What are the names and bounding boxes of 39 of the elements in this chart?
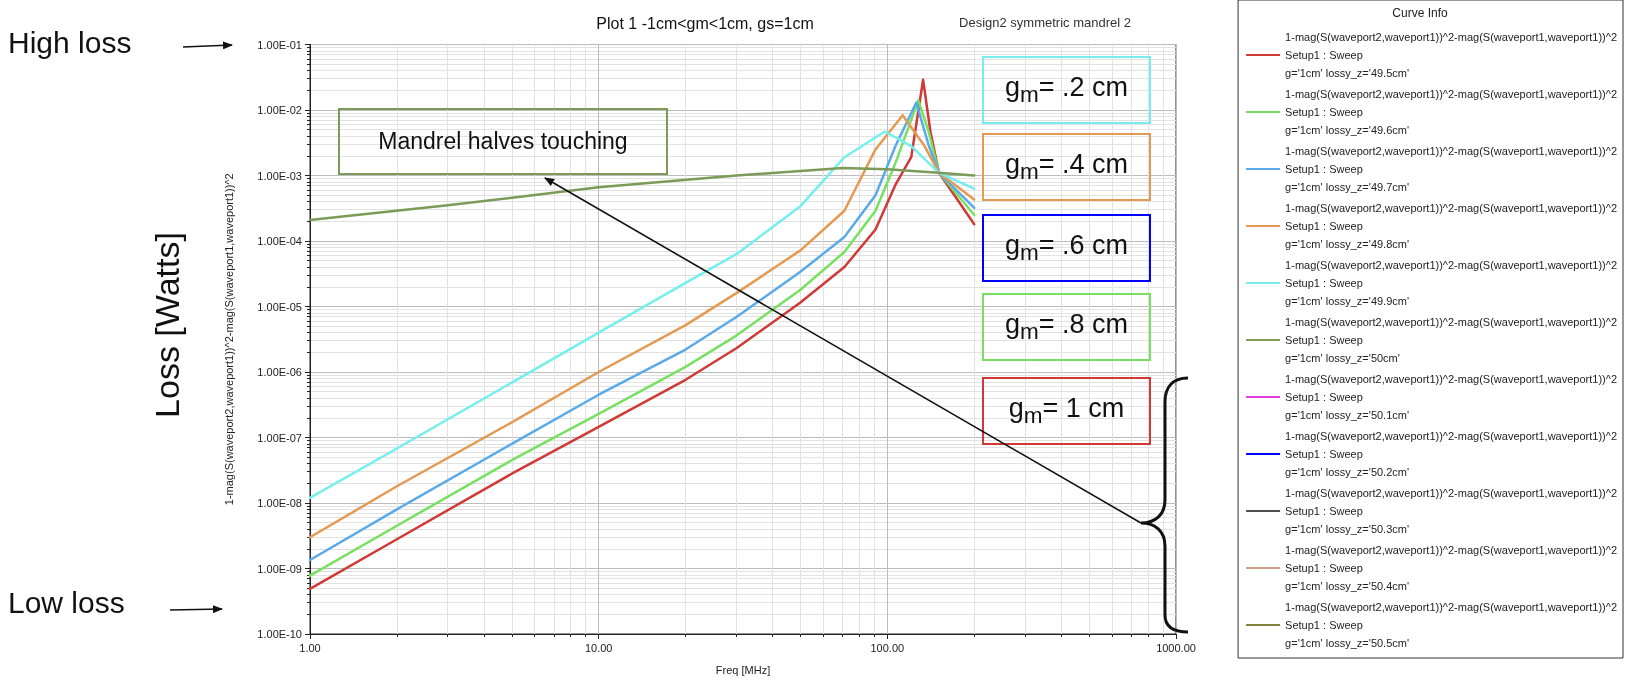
legend-label: 1-mag(S(waveport2,waveport1))^2-mag(S(waveport1,waveport1))^2 Setup1 : Sweep g='1cm' lossy_z='49.9cm' bbox=[1285, 259, 1618, 307]
legend-label: 1-mag(S(waveport2,waveport1))^2-mag(S(waveport1,waveport1))^2 Setup1 : Sweep g='1cm' lossy_z='50cm' bbox=[1285, 316, 1618, 364]
y-tick-label: 1.00E-08 bbox=[257, 497, 302, 509]
y-tick-label: 1.00E-07 bbox=[257, 431, 302, 444]
y-tick-label: 1.00E-10 bbox=[257, 628, 302, 640]
legend-title: Curve Info bbox=[1391, 6, 1449, 20]
y-tick-label: 1.00E-01 bbox=[257, 38, 302, 51]
text: Low loss bbox=[8, 586, 125, 620]
y-tick-label: 1.00E-04 bbox=[257, 235, 302, 247]
annotation: g$_{m}$= 1 cm bbox=[1008, 392, 1125, 430]
annotation: g$_{m}$= .8 cm bbox=[1004, 308, 1129, 346]
legend-label: 1-mag(S(waveport2,waveport1))^2-mag(S(waveport1,waveport1))^2 Setup1 : Sweep g='1cm' lossy_z='50.3cm' bbox=[1285, 487, 1618, 535]
y-tick-label: 1.00E-06 bbox=[257, 366, 302, 378]
x-tick-label: 10.00 bbox=[584, 641, 613, 654]
x-tick-label: 100.00 bbox=[870, 641, 905, 654]
legend-label: 1-mag(S(waveport2,waveport1))^2-mag(S(waveport1,waveport1))^2 Setup1 : Sweep g='1cm' lossy_z='50.5cm' bbox=[1285, 601, 1618, 649]
text: High loss bbox=[8, 26, 132, 60]
legend-label: 1-mag(S(waveport2,waveport1))^2-mag(S(waveport1,waveport1))^2 Setup1 : Sweep g='1cm' lossy_z='49.7cm' bbox=[1285, 145, 1618, 193]
y-tick-label: 1.00E-03 bbox=[257, 169, 302, 182]
legend-label: 1-mag(S(waveport2,waveport1))^2-mag(S(waveport1,waveport1))^2 Setup1 : Sweep g='1cm' lossy_z='49.6cm' bbox=[1285, 88, 1618, 136]
legend-label: 1-mag(S(waveport2,waveport1))^2-mag(S(waveport1,waveport1))^2 Setup1 : Sweep g='1cm' lossy_z='50.1cm' bbox=[1285, 373, 1618, 421]
legend-label: 1-mag(S(waveport2,waveport1))^2-mag(S(waveport1,waveport1))^2 Setup1 : Sweep g='1cm' lossy_z='50.4cm' bbox=[1285, 544, 1618, 592]
annotation: Mandrel halves touching bbox=[378, 128, 628, 155]
annotation: g$_{m}$= .4 cm bbox=[1004, 148, 1129, 186]
y-tick-label: 1.00E-02 bbox=[257, 104, 302, 116]
chart-subtitle: Design2 symmetric mandrel 2 bbox=[959, 15, 1132, 30]
annotation: g$_{m}$= .2 cm bbox=[1004, 71, 1129, 109]
legend-label: 1-mag(S(waveport2,waveport1))^2-mag(S(waveport1,waveport1))^2 Setup1 : Sweep g='1cm' lossy_z='49.5cm' bbox=[1285, 31, 1618, 79]
legend-label: 1-mag(S(waveport2,waveport1))^2-mag(S(waveport1,waveport1))^2 Setup1 : Sweep g='1cm' lossy_z='49.8cm' bbox=[1285, 202, 1618, 250]
x-tick-label: 1.00 bbox=[299, 641, 321, 654]
text: Loss [Watts] bbox=[147, 232, 187, 418]
x-axis-title: Freq [MHz] bbox=[715, 663, 771, 676]
annotation: g$_{m}$= .6 cm bbox=[1004, 229, 1129, 267]
legend-label: 1-mag(S(waveport2,waveport1))^2-mag(S(waveport1,waveport1))^2 Setup1 : Sweep g='1cm' lossy_z='50.2cm' bbox=[1285, 430, 1618, 478]
y-axis-title: 1-mag(S(waveport2,waveport1))^2-mag(S(waveport1,waveport1))^2 bbox=[222, 173, 235, 506]
chart-title: Plot 1 -1cm<gm<1cm, gs=1cm bbox=[596, 14, 814, 32]
x-tick-label: 1000.00 bbox=[1156, 641, 1196, 654]
y-tick-label: 1.00E-09 bbox=[257, 562, 302, 575]
y-tick-label: 1.00E-05 bbox=[257, 300, 302, 313]
